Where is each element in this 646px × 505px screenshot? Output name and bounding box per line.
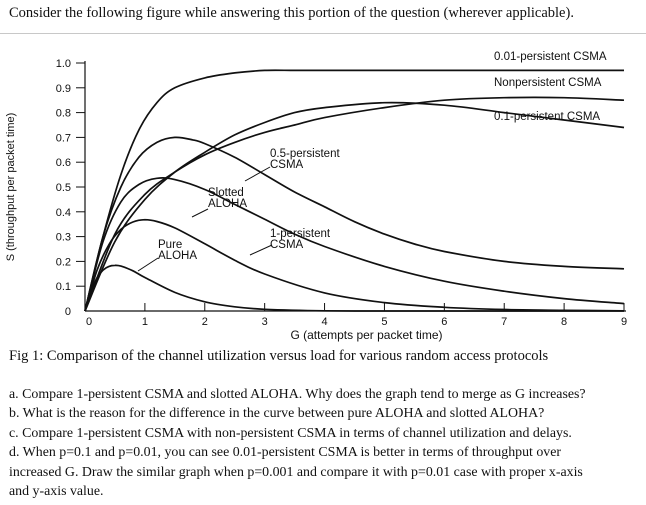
y-tick-label: 0.6 <box>56 157 71 169</box>
x-tick-label: 4 <box>321 316 327 328</box>
label-leader-line <box>249 244 273 256</box>
question-list: a. Compare 1-persistent CSMA and slotted… <box>9 385 639 501</box>
intro-text: Consider the following figure while answ… <box>9 5 574 21</box>
curve-label-text: Nonpersistent CSMA <box>494 77 602 89</box>
question-d-end: and y-axis value. <box>9 484 104 500</box>
y-axis-title: S (throughput per packet time) <box>5 113 17 262</box>
x-tick-label: 8 <box>561 316 567 328</box>
question-b: b. What is the reason for the difference… <box>9 406 545 422</box>
question-c: c. Compare 1-persistent CSMA with non-pe… <box>9 425 572 441</box>
label-0-1-persistent-csma: 0.1-persistent CSMA <box>494 111 600 123</box>
label-leader-line <box>191 208 209 218</box>
y-tick-label: 0.4 <box>56 207 71 219</box>
curve-nonpersistent-csma <box>84 96 625 312</box>
label-leader-line <box>244 166 271 182</box>
x-tick-label: 5 <box>381 316 387 328</box>
chart-ticks: 0 0.1 0.2 0.3 0.4 0.5 0.6 0.7 0.8 0.9 1.0 0 1 2 3 4 5 6 7 8… <box>56 58 627 328</box>
question-d: d. When p=0.1 and p=0.01, you can see 0.… <box>9 445 562 461</box>
x-tick-label: 2 <box>202 316 208 328</box>
x-tick-label: 6 <box>441 316 447 328</box>
curve-slotted-aloha <box>84 218 625 312</box>
y-tick-label: 0 <box>65 306 71 318</box>
curve-label-text: CSMA <box>270 159 304 171</box>
curve-label-text: Slotted <box>208 187 244 199</box>
curve-label-text: 0.1-persistent CSMA <box>494 111 600 123</box>
curve-pure-aloha <box>84 264 624 312</box>
curve-label-text: 1-persistent <box>270 228 331 240</box>
y-tick-label: 1.0 <box>56 58 71 70</box>
chart-labels: G (attempts per packet time) S (throughpu… <box>5 51 607 342</box>
curve-label-text: CSMA <box>270 239 304 251</box>
label-nonpersistent-csma: Nonpersistent CSMA <box>494 77 602 89</box>
y-tick-label: 0.8 <box>56 108 71 120</box>
x-axis-title: G (attempts per packet time) <box>290 328 442 342</box>
x-tick-label: 3 <box>262 316 268 328</box>
curve-label-text: ALOHA <box>208 198 247 210</box>
label-leader-line <box>137 257 159 272</box>
question-d-continued: increased G. Draw the similar graph when… <box>9 464 583 480</box>
y-tick-label: 0.1 <box>56 281 71 293</box>
chart-curves <box>84 69 625 312</box>
curve-label-text: Pure <box>158 239 182 251</box>
x-tick-label: 9 <box>621 316 627 328</box>
curve-1-persistent-csma <box>84 177 625 312</box>
y-tick-label: 0.2 <box>56 256 71 268</box>
x-tick-label: 0 <box>86 316 92 328</box>
y-tick-label: 0.9 <box>56 83 71 95</box>
x-tick-label: 7 <box>501 316 507 328</box>
label-0-01-persistent-csma: 0.01-persistent CSMA <box>494 51 607 63</box>
curve-label-text: 0.01-persistent CSMA <box>494 51 607 63</box>
figure-caption: Fig 1: Comparison of the channel utiliza… <box>9 348 549 364</box>
y-tick-label: 0.7 <box>56 132 71 144</box>
curve-0-01-persistent-csma <box>84 69 624 312</box>
chart-axes <box>84 61 626 312</box>
top-divider <box>0 33 646 34</box>
curve-label-text: 0.5-persistent <box>270 148 340 160</box>
curve-label-text: ALOHA <box>158 250 197 262</box>
y-tick-label: 0.5 <box>56 182 71 194</box>
x-tick-label: 1 <box>142 316 148 328</box>
throughput-chart: 0 0.1 0.2 0.3 0.4 0.5 0.6 0.7 0.8 0.9 1.0 0 1 2 3 4 5 6 7 8… <box>5 51 627 342</box>
curve-0-1-persistent-csma <box>84 101 625 312</box>
y-tick-label: 0.3 <box>56 232 71 244</box>
question-a: a. Compare 1-persistent CSMA and slotted… <box>9 387 586 402</box>
curve-0-5-persistent-csma <box>84 136 625 312</box>
